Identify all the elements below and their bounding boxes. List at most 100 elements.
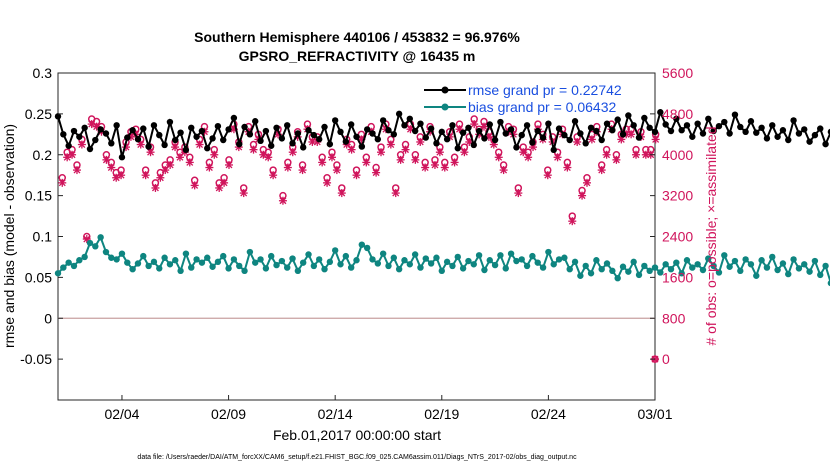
rmse-point	[465, 124, 472, 131]
rmse-point	[635, 134, 643, 141]
bias-point	[246, 248, 254, 256]
rmse-point	[779, 127, 787, 134]
bias-point	[369, 256, 376, 263]
rmse-point	[369, 130, 376, 137]
rmse-point	[827, 128, 830, 135]
y-tick-label: 0.05	[25, 269, 52, 285]
bias-point	[742, 256, 749, 263]
rmse-point	[113, 122, 120, 129]
bias-point	[422, 255, 429, 262]
obs-assimilated-point	[347, 145, 356, 154]
bias-point	[236, 262, 243, 270]
bias-point	[411, 251, 419, 258]
rmse-point	[241, 123, 248, 131]
rmse-point	[230, 114, 238, 122]
bias-point	[507, 250, 515, 257]
x-tick-label: 02/09	[211, 406, 246, 422]
y-tick-label: 0.15	[25, 188, 52, 204]
bias-point	[305, 251, 312, 258]
rmse-point	[651, 128, 659, 136]
obs-assimilated-point	[651, 135, 660, 144]
bias-point	[486, 257, 493, 264]
obs-assimilated-point	[210, 150, 219, 159]
chart-title: Southern Hemisphere 440106 / 453832 = 96…	[194, 29, 520, 45]
rmse-point	[763, 135, 771, 142]
obs-assimilated-point	[519, 148, 528, 157]
bias-point	[337, 261, 344, 268]
rmse-point	[177, 129, 184, 136]
bias-point	[124, 259, 131, 266]
y-tick-label: 0	[44, 310, 52, 326]
bias-point	[363, 244, 371, 252]
bias-point	[502, 265, 509, 272]
y-tick-label: -0.05	[20, 351, 52, 367]
y2-tick-label: 0	[662, 351, 670, 367]
bias-point	[145, 262, 152, 270]
obs-assimilated-point	[435, 148, 444, 157]
obs-assimilated-point	[190, 181, 199, 190]
y-tick-label: 0.1	[33, 229, 53, 245]
bias-point	[385, 262, 392, 270]
bias-point	[705, 255, 712, 262]
obs-assimilated-point	[587, 135, 596, 144]
rmse-point	[395, 110, 403, 118]
rmse-point	[401, 122, 408, 129]
bias-point	[220, 252, 227, 260]
obs-assimilated-point	[597, 166, 606, 175]
bias-point	[481, 266, 488, 274]
rmse-point	[379, 117, 387, 124]
obs-assimilated-point	[288, 148, 297, 157]
bias-point	[278, 257, 286, 265]
obs-assimilated-point	[470, 120, 479, 129]
rmse-point	[699, 130, 707, 137]
rmse-point	[603, 120, 611, 127]
bias-point	[721, 252, 728, 259]
bias-point	[619, 263, 627, 270]
rmse-point	[598, 136, 605, 144]
bias-point	[379, 250, 387, 257]
bias-point	[651, 264, 659, 271]
rmse-point	[529, 139, 536, 146]
rmse-point	[769, 122, 776, 129]
bias-point	[715, 269, 723, 276]
obs-assimilated-point	[440, 163, 449, 172]
bias-point	[454, 253, 461, 261]
obs-assimilated-point	[283, 163, 292, 172]
obs-assimilated-point	[215, 183, 224, 192]
rmse-point	[161, 141, 168, 149]
obs-assimilated-point	[514, 189, 523, 198]
rmse-point	[70, 127, 78, 135]
bias-point	[433, 254, 440, 261]
rmse-point	[337, 128, 344, 136]
rmse-point	[363, 126, 371, 133]
obs-assimilated-point	[563, 163, 572, 172]
bias-point	[609, 267, 616, 275]
rmse-point	[705, 115, 712, 122]
bias-point	[758, 257, 765, 264]
rmse-point	[438, 128, 445, 136]
rmse-point	[785, 136, 792, 144]
bias-point	[92, 243, 99, 250]
y-tick-label: 0.3	[33, 65, 53, 81]
bias-point	[459, 265, 467, 272]
bias-point	[523, 262, 531, 270]
rmse-point	[92, 136, 99, 144]
bias-point	[241, 267, 248, 275]
bias-point	[113, 256, 120, 263]
obs-assimilated-point	[627, 130, 636, 139]
bias-point	[182, 250, 190, 257]
bias-point	[214, 258, 222, 266]
y2-tick-label: 800	[662, 310, 686, 326]
bias-point	[731, 257, 739, 265]
bias-point	[598, 266, 605, 273]
obs-assimilated-point	[161, 166, 170, 175]
y-tick-label: 0.25	[25, 106, 52, 122]
rmse-point	[571, 118, 579, 125]
bias-point	[566, 266, 573, 273]
rmse-point	[593, 127, 600, 135]
rmse-point	[523, 122, 531, 129]
rmse-point	[81, 124, 88, 131]
rmse-point	[555, 125, 563, 132]
obs-assimilated-point	[524, 153, 533, 162]
obs-assimilated-point	[450, 158, 459, 167]
